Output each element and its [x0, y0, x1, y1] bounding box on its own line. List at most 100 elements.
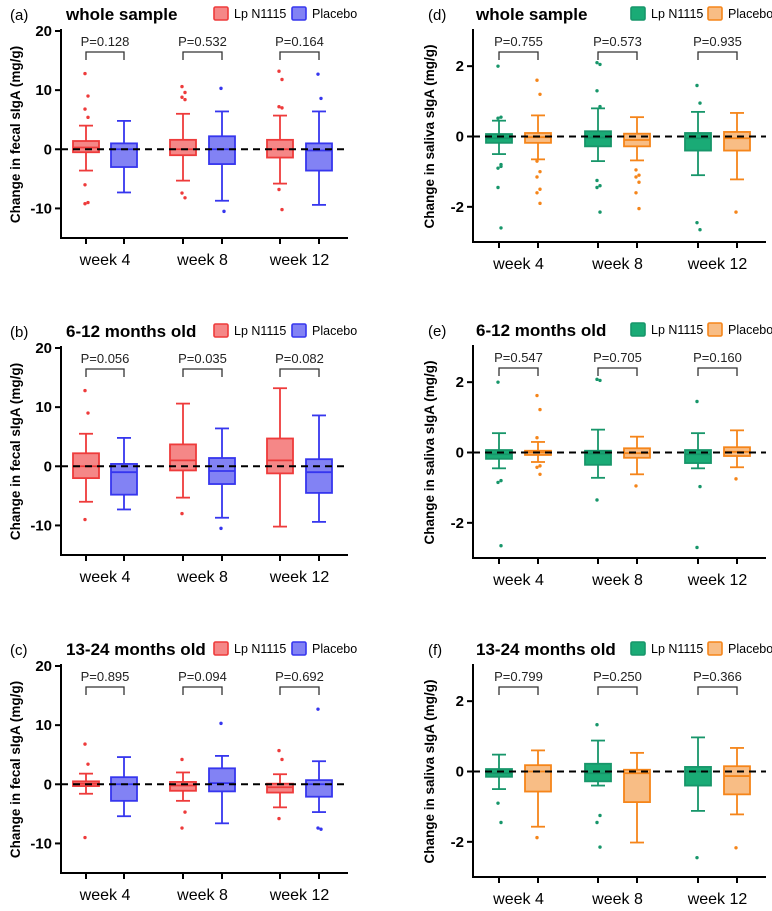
y-tick-label: 0 — [44, 458, 52, 475]
y-tick-label: 0 — [44, 776, 52, 793]
outlier-point — [535, 393, 539, 398]
box-placebo-1 — [524, 749, 552, 840]
outlier-point — [595, 498, 599, 502]
box-lp-n1115-3 — [684, 399, 712, 550]
x-tick-label: week 12 — [687, 256, 748, 273]
legend-label: Placebo — [728, 642, 772, 656]
y-tick-label: 2 — [456, 693, 464, 710]
x-tick-label: week 8 — [591, 891, 643, 908]
outlier-point — [538, 201, 542, 206]
outlier-point — [83, 517, 87, 522]
outlier-point — [538, 472, 542, 477]
y-axis-label: Change in fecal sIgA (mg/g) — [8, 46, 23, 223]
p-value-label: P=0.164 — [275, 34, 324, 49]
box-placebo-1 — [524, 393, 552, 477]
outlier-point — [595, 89, 599, 93]
significance-bracket — [182, 686, 223, 695]
outlier-point — [535, 159, 539, 163]
y-tick-label: 2 — [456, 58, 464, 75]
significance-bracket — [597, 367, 638, 376]
outlier-point — [280, 757, 284, 762]
p-value-label: P=0.935 — [693, 34, 742, 49]
outlier-point — [499, 115, 503, 119]
x-tick-label: week 8 — [591, 572, 643, 589]
box-placebo-3 — [305, 414, 333, 523]
p-value-label: P=0.895 — [81, 669, 130, 684]
outlier-point — [598, 210, 602, 214]
outlier-point — [598, 378, 602, 383]
x-tick-label: week 4 — [492, 256, 544, 273]
y-tick-label: -10 — [30, 200, 52, 217]
box-iqr — [169, 138, 197, 157]
outlier-point — [277, 748, 281, 753]
outlier-point — [634, 191, 638, 195]
legend-label: Placebo — [312, 324, 357, 338]
outlier-point — [180, 511, 184, 516]
box-placebo-3 — [305, 72, 333, 206]
outlier-point — [183, 90, 187, 95]
outlier-point — [83, 71, 87, 76]
outlier-point — [316, 72, 320, 76]
outlier-point — [634, 484, 638, 488]
outlier-point — [499, 820, 503, 825]
box-placebo-1 — [110, 436, 138, 511]
panel-label: (b) — [10, 324, 28, 341]
legend-swatch — [213, 323, 229, 338]
significance-bracket — [85, 686, 125, 695]
panel-f: (f) 13-24 months old Lp N1115 Placebo -2 0 2 Ch… — [422, 640, 772, 908]
significance-bracket — [279, 368, 320, 377]
outlier-point — [634, 168, 638, 172]
legend-swatch — [630, 6, 646, 21]
outlier-point — [598, 62, 602, 67]
outlier-point — [595, 60, 599, 65]
outlier-point — [499, 478, 503, 483]
legend-label: Lp N1115 — [651, 642, 703, 656]
legend-label: Lp N1115 — [234, 324, 286, 338]
significance-bracket — [85, 51, 125, 60]
box-lp-n1115-2 — [584, 723, 612, 849]
box-iqr — [684, 766, 712, 787]
box-placebo-2 — [208, 721, 236, 825]
significance-bracket — [597, 686, 638, 695]
p-value-label: P=0.094 — [178, 669, 227, 684]
box-placebo-3 — [305, 707, 333, 831]
x-tick-label: week 4 — [79, 887, 131, 904]
panel-title: 6-12 months old — [476, 321, 606, 340]
box-iqr — [305, 142, 333, 172]
outlier-point — [695, 399, 699, 404]
outlier-point — [219, 526, 223, 531]
y-tick-label: 20 — [35, 23, 52, 40]
box-placebo-2 — [623, 116, 651, 211]
legend-label: Placebo — [312, 642, 357, 656]
outlier-point — [595, 723, 599, 727]
box-placebo-1 — [110, 756, 138, 818]
box-placebo-2 — [623, 435, 651, 488]
significance-bracket — [498, 686, 539, 695]
outlier-point — [86, 115, 90, 120]
box-lp-n1115-2 — [584, 60, 612, 214]
x-tick-label: week 4 — [492, 572, 544, 589]
x-tick-label: week 4 — [79, 252, 131, 269]
outlier-point — [538, 169, 542, 174]
outlier-point — [595, 377, 599, 382]
outlier-point — [180, 95, 184, 99]
box-iqr — [110, 142, 138, 168]
outlier-point — [316, 707, 320, 711]
box-placebo-3 — [723, 747, 751, 850]
box-lp-n1115-1 — [485, 64, 513, 230]
outlier-point — [86, 200, 90, 205]
outlier-point — [535, 465, 539, 469]
significance-bracket — [498, 367, 539, 376]
outlier-point — [496, 185, 500, 190]
outlier-point — [280, 106, 284, 110]
y-tick-label: 0 — [456, 129, 464, 146]
box-iqr — [623, 768, 651, 803]
legend-label: Placebo — [312, 7, 357, 21]
outlier-point — [277, 816, 281, 821]
outlier-point — [496, 380, 500, 384]
outlier-point — [183, 196, 187, 200]
x-tick-label: week 12 — [269, 252, 330, 269]
outlier-point — [499, 226, 503, 230]
x-tick-label: week 4 — [79, 569, 131, 586]
outlier-point — [496, 480, 500, 485]
